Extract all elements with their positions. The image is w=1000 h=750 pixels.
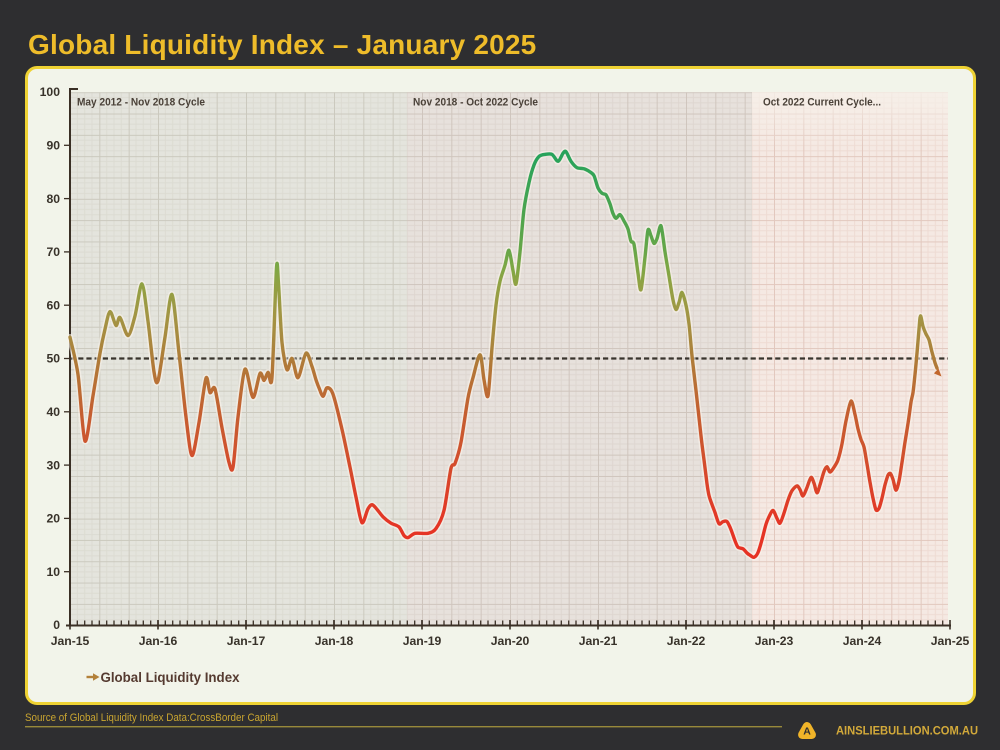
svg-text:40: 40 (46, 405, 60, 419)
svg-text:A: A (803, 726, 811, 738)
svg-text:Oct 2022 Current Cycle...: Oct 2022 Current Cycle... (763, 97, 881, 109)
svg-text:Jan-16: Jan-16 (139, 634, 178, 648)
svg-text:Source of Global Liquidity Ind: Source of Global Liquidity Index Data:Cr… (25, 712, 278, 724)
svg-text:Jan-20: Jan-20 (491, 634, 530, 648)
svg-text:80: 80 (46, 192, 60, 206)
svg-text:Jan-22: Jan-22 (667, 634, 706, 648)
svg-text:70: 70 (46, 245, 60, 259)
svg-text:Jan-15: Jan-15 (51, 634, 90, 648)
svg-text:30: 30 (46, 458, 60, 472)
svg-text:60: 60 (46, 298, 60, 312)
svg-text:Jan-17: Jan-17 (227, 634, 266, 648)
svg-text:100: 100 (40, 85, 61, 99)
svg-text:50: 50 (46, 352, 60, 366)
svg-text:Jan-25: Jan-25 (931, 634, 970, 648)
svg-text:Jan-18: Jan-18 (315, 634, 354, 648)
svg-text:May 2012 - Nov 2018 Cycle: May 2012 - Nov 2018 Cycle (77, 97, 205, 109)
svg-text:90: 90 (46, 139, 60, 153)
svg-text:0: 0 (53, 618, 60, 632)
svg-text:Jan-23: Jan-23 (755, 634, 794, 648)
svg-text:Jan-21: Jan-21 (579, 634, 618, 648)
svg-text:AINSLIEBULLION.COM.AU: AINSLIEBULLION.COM.AU (836, 724, 978, 738)
svg-text:20: 20 (46, 512, 60, 526)
svg-text:Nov 2018 - Oct 2022 Cycle: Nov 2018 - Oct 2022 Cycle (413, 97, 538, 109)
svg-text:Global Liquidity Index: Global Liquidity Index (101, 670, 240, 685)
svg-text:10: 10 (46, 565, 60, 579)
svg-text:Jan-19: Jan-19 (403, 634, 442, 648)
svg-text:Jan-24: Jan-24 (843, 634, 882, 648)
